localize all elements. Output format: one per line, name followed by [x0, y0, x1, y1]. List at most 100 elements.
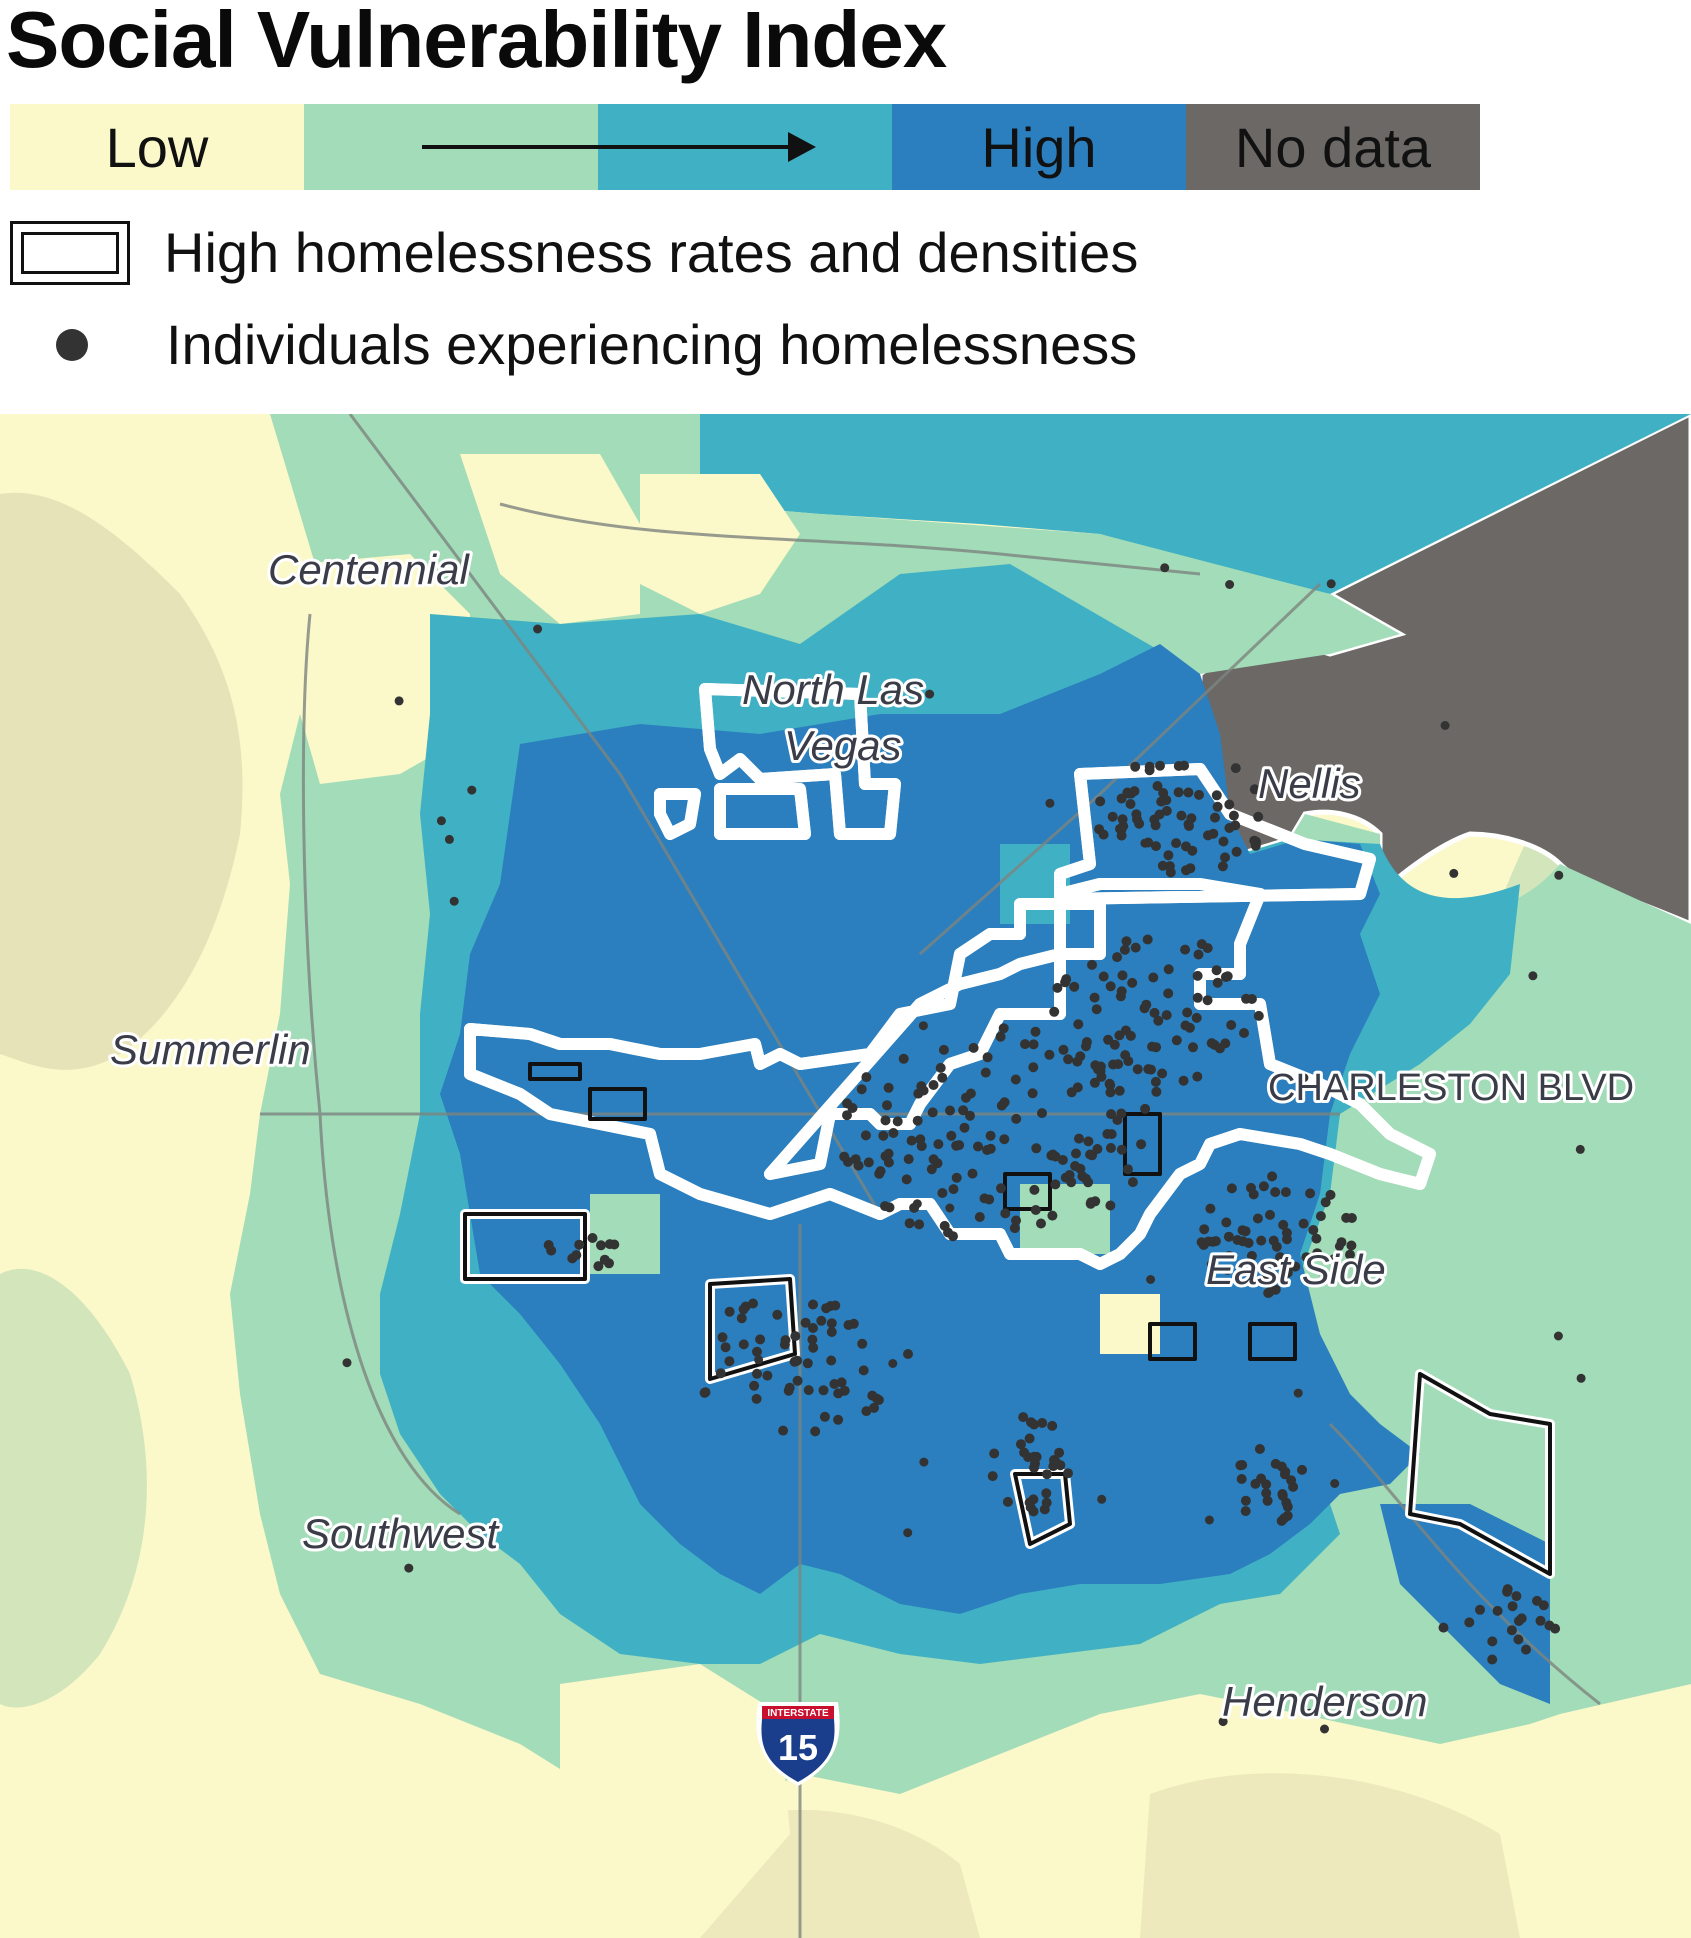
homeless-dot: [1249, 784, 1260, 795]
homeless-dot: [1246, 1182, 1256, 1193]
homeless-dot: [1116, 1144, 1127, 1155]
homeless-dot: [1147, 1041, 1158, 1052]
homeless-dot: [1528, 971, 1538, 981]
homeless-dot: [901, 1174, 912, 1185]
homeless-dot: [1239, 1028, 1249, 1038]
homeless-dot: [1506, 1625, 1517, 1636]
homeless-dot: [1211, 790, 1222, 801]
homeless-dot: [1346, 1240, 1357, 1251]
homeless-dot: [1114, 1030, 1125, 1041]
homeless-dot: [1228, 810, 1239, 821]
homeless-dot: [1155, 760, 1165, 771]
homeless-dot: [1320, 1197, 1331, 1208]
homeless-dot: [736, 1313, 747, 1324]
homeless-dot: [1487, 1654, 1498, 1665]
homeless-dot: [1130, 761, 1141, 772]
homeless-dot: [792, 1375, 803, 1386]
homeless-dot: [1029, 1184, 1040, 1195]
homeless-dot: [1112, 952, 1123, 963]
homeless-dot: [1016, 1439, 1026, 1450]
homeless-dot: [821, 1303, 832, 1314]
homeless-dot: [903, 1154, 914, 1165]
homeless-dot: [1000, 1208, 1011, 1219]
homeless-dot: [1036, 1218, 1046, 1229]
homeless-dot: [762, 1370, 773, 1381]
homeless-dot: [1024, 1433, 1035, 1444]
homeless-dot: [843, 1320, 854, 1330]
homeless-dot: [1193, 949, 1204, 960]
homeless-dot: [1087, 959, 1097, 970]
homeless-dot: [749, 1380, 760, 1391]
outline-box-icon: [10, 220, 130, 285]
homeless-dot: [1173, 761, 1184, 771]
homeless-dot: [863, 1157, 874, 1168]
homeless-dot: [1156, 796, 1167, 807]
homeless-dot: [807, 1334, 818, 1345]
scale-swatch-high: High: [892, 104, 1186, 190]
homeless-dot: [1031, 1143, 1042, 1154]
homeless-dot: [1270, 1187, 1281, 1198]
homeless-dot: [1171, 1035, 1182, 1046]
homeless-dot: [1132, 1064, 1143, 1075]
homeless-dot: [1282, 1501, 1293, 1512]
homeless-dot: [945, 1203, 955, 1213]
homeless-dot: [884, 1202, 895, 1213]
homeless-dot: [1212, 801, 1223, 812]
homeless-dot: [1027, 1088, 1038, 1099]
homeless-dot: [1102, 1129, 1113, 1139]
homeless-dot: [1178, 1075, 1189, 1086]
homeless-dot: [1575, 1144, 1585, 1154]
homeless-dot: [999, 1097, 1010, 1108]
homeless-dot: [1107, 811, 1118, 822]
homeless-dot: [1044, 1049, 1055, 1060]
homeless-dot: [980, 1067, 991, 1078]
scale-low-label: Low: [105, 115, 209, 179]
homeless-dot: [1267, 1171, 1278, 1182]
homeless-dot: [1286, 1475, 1297, 1486]
homeless-dot: [903, 1349, 913, 1359]
map-canvas[interactable]: Centennial North Las Vegas Nellis Summer…: [0, 414, 1691, 1938]
homeless-dot: [1041, 1497, 1052, 1508]
homeless-dot: [1150, 820, 1161, 831]
homeless-dot: [800, 1317, 811, 1328]
homeless-dot: [1230, 763, 1241, 774]
legend-outline-label: High homelessness rates and densities: [164, 221, 1139, 284]
homeless-dot: [1206, 1259, 1216, 1269]
homeless-dot: [1226, 1020, 1237, 1030]
homeless-dot: [1319, 1269, 1330, 1279]
homeless-dot: [587, 1233, 598, 1243]
homeless-dot: [1146, 1064, 1156, 1075]
homeless-dot: [1204, 1515, 1214, 1525]
homeless-dot: [1224, 799, 1235, 810]
homeless-dot: [819, 1411, 830, 1422]
homeless-dot: [1063, 1054, 1074, 1065]
homeless-dot: [1224, 1251, 1234, 1261]
homeless-dot: [839, 1151, 850, 1162]
homeless-dot: [724, 1356, 735, 1367]
homeless-dot: [1117, 970, 1128, 981]
homeless-dot: [1290, 1261, 1301, 1272]
homeless-dot: [1464, 1617, 1475, 1628]
homeless-dot: [1346, 1213, 1357, 1223]
homeless-dot: [1136, 1139, 1147, 1150]
homeless-dot: [1072, 1056, 1083, 1067]
homeless-dot: [1282, 1267, 1293, 1278]
homeless-dot: [1069, 981, 1080, 992]
homeless-dot: [752, 1368, 762, 1379]
homeless-dot: [1091, 1004, 1102, 1015]
homeless-dot: [948, 1231, 958, 1242]
homeless-dot: [404, 1563, 414, 1573]
map[interactable]: Centennial North Las Vegas Nellis Summer…: [0, 414, 1691, 1938]
homeless-dot: [948, 1184, 959, 1195]
homeless-dot: [1030, 1205, 1041, 1215]
homeless-dot: [1161, 1010, 1172, 1021]
homeless-dot: [967, 1168, 978, 1179]
homeless-dot: [1305, 1188, 1316, 1199]
homeless-dot: [1180, 944, 1191, 955]
vulnerability-color-scale: Low High No data: [10, 104, 1480, 190]
homeless-dot: [1071, 1148, 1081, 1159]
homeless-dot: [1041, 1488, 1052, 1499]
label-centennial: Centennial: [268, 546, 470, 593]
homeless-dot: [1018, 1412, 1029, 1423]
homeless-dot: [1278, 1219, 1289, 1230]
